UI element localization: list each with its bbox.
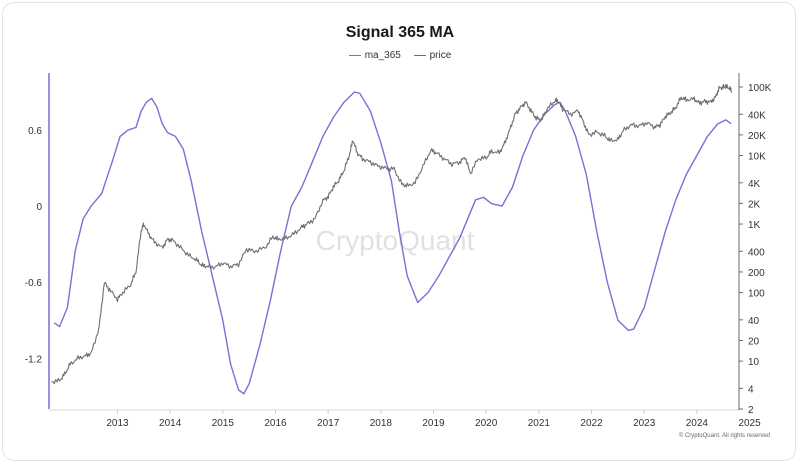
right-tick-label: 100K bbox=[748, 83, 772, 94]
x-tick-label: 2021 bbox=[528, 418, 551, 429]
chart-title: Signal 365 MA bbox=[345, 24, 455, 41]
left-tick-label: 0 bbox=[36, 202, 42, 213]
right-axis-ticks: 100K 40K 20K 10K 4K 2K 1K 400 200 100 40 20 10 4 2 bbox=[739, 83, 772, 416]
x-tick-label: 2024 bbox=[686, 418, 709, 429]
right-tick-label: 40K bbox=[748, 110, 766, 121]
x-axis-ticks: 2013 2014 2015 2016 2017 2018 2019 2020 2021 2022… bbox=[106, 410, 761, 429]
right-tick-label: 4 bbox=[748, 384, 754, 395]
legend-swatch-price bbox=[413, 54, 426, 56]
right-tick-label: 10 bbox=[748, 357, 760, 368]
x-tick-label: 2014 bbox=[159, 418, 182, 429]
series-line-price bbox=[51, 83, 733, 385]
x-tick-label: 2020 bbox=[475, 418, 498, 429]
chart-legend: ma_365 price bbox=[0, 50, 800, 61]
legend-label-price: price bbox=[429, 50, 452, 61]
right-tick-label: 4K bbox=[748, 179, 761, 190]
right-tick-label: 2K bbox=[748, 199, 761, 210]
right-tick-label: 200 bbox=[748, 268, 765, 279]
x-tick-label: 2023 bbox=[633, 418, 656, 429]
series-layer bbox=[51, 83, 733, 395]
watermark: CryptoQuant bbox=[316, 225, 475, 256]
right-tick-label: 2 bbox=[748, 405, 754, 416]
x-tick-label: 2016 bbox=[264, 418, 287, 429]
left-tick-label: -1.2 bbox=[25, 354, 43, 365]
left-tick-label: 0.6 bbox=[28, 126, 42, 137]
x-tick-label: 2022 bbox=[580, 418, 603, 429]
x-tick-label: 2018 bbox=[370, 418, 393, 429]
right-tick-label: 20 bbox=[748, 336, 760, 347]
right-tick-label: 1K bbox=[748, 220, 761, 231]
copyright-footer: © CryptoQuant. All rights reserved bbox=[678, 433, 770, 439]
right-tick-label: 40 bbox=[748, 316, 760, 327]
left-tick-label: -0.6 bbox=[25, 278, 43, 289]
x-tick-label: 2017 bbox=[317, 418, 340, 429]
left-axis-ticks: 0.6 0 -0.6 -1.2 bbox=[25, 126, 43, 365]
right-tick-label: 10K bbox=[748, 152, 766, 163]
x-tick-label: 2015 bbox=[212, 418, 235, 429]
right-tick-label: 20K bbox=[748, 131, 766, 142]
legend-item-ma-365[interactable]: ma_365 bbox=[348, 50, 401, 61]
x-tick-label: 2013 bbox=[106, 418, 129, 429]
right-tick-label: 400 bbox=[748, 247, 765, 258]
x-tick-label: 2019 bbox=[422, 418, 445, 429]
right-tick-label: 100 bbox=[748, 289, 765, 300]
series-line-ma-365 bbox=[53, 91, 732, 395]
x-tick-label: 2025 bbox=[738, 418, 761, 429]
legend-item-price[interactable]: price bbox=[413, 50, 452, 61]
legend-swatch-ma-365 bbox=[348, 54, 361, 56]
legend-label-ma-365: ma_365 bbox=[364, 50, 401, 61]
